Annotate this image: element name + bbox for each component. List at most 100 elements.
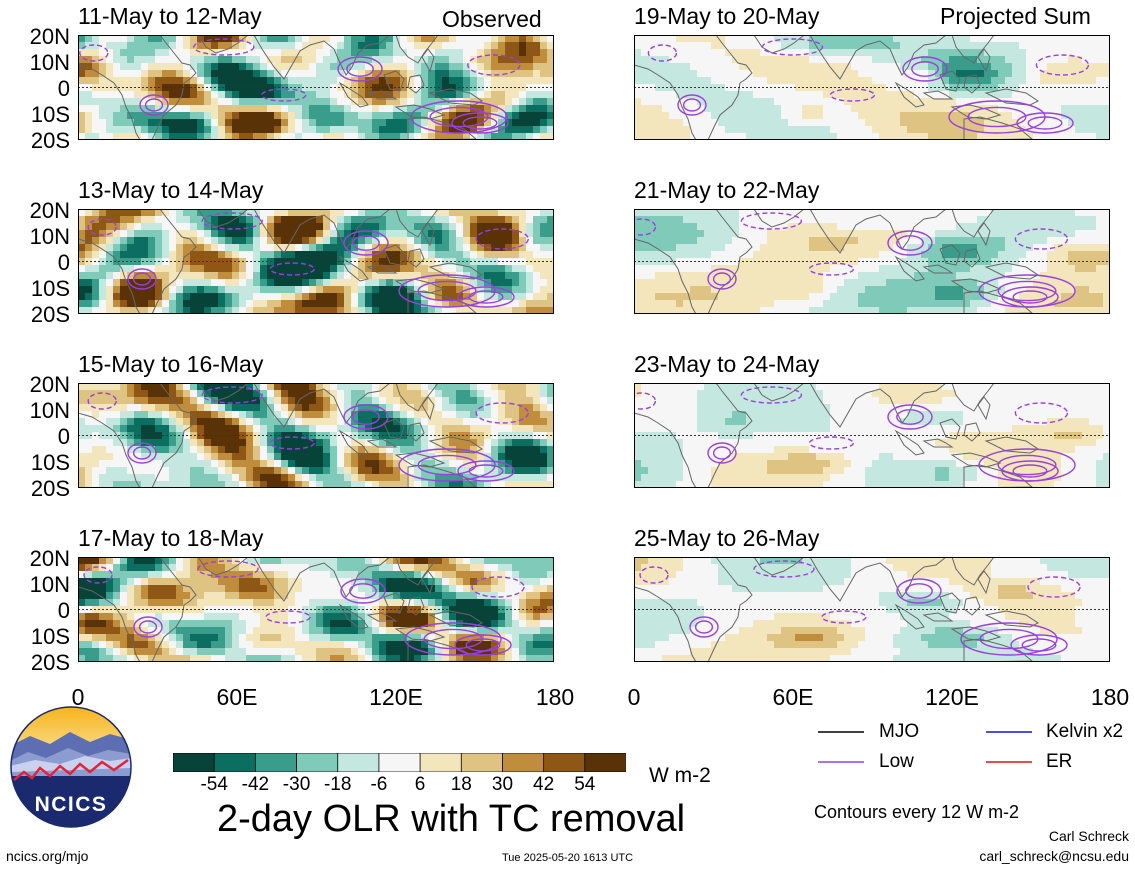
logo-text: NCICS bbox=[35, 793, 108, 816]
colorbar-tick-label: 18 bbox=[450, 774, 472, 795]
panel-title-right-2: 21-May to 22-May bbox=[634, 177, 820, 203]
low-contours bbox=[639, 560, 1081, 656]
colorbar bbox=[173, 753, 626, 772]
olr-anomaly-field bbox=[78, 35, 554, 140]
lat-label: 0 bbox=[57, 250, 70, 275]
lat-label: 0 bbox=[57, 424, 70, 449]
colorbar-tick-label: -6 bbox=[370, 774, 388, 795]
lat-label: 10S bbox=[30, 276, 70, 301]
lat-label: 20S bbox=[30, 128, 70, 153]
lat-label: 20N bbox=[29, 198, 70, 223]
lat-label: 10S bbox=[30, 450, 70, 475]
colorbar-tick-label: -30 bbox=[282, 774, 311, 795]
colorbar-swatch bbox=[543, 753, 586, 772]
lon-label: 0 bbox=[71, 684, 85, 710]
colorbar-swatch bbox=[337, 753, 380, 772]
olr-anomaly-field bbox=[634, 383, 1110, 488]
footer-url[interactable]: ncics.org/mjo bbox=[6, 848, 89, 864]
panel-title-left-2: 13-May to 14-May bbox=[78, 177, 264, 203]
panel-title-left-4: 17-May to 18-May bbox=[78, 525, 264, 551]
legend-label-er: ER bbox=[1046, 751, 1073, 772]
panel-title-right-3: 23-May to 24-May bbox=[634, 351, 820, 377]
olr-map-observed-2 bbox=[78, 209, 554, 314]
legend-swatch-er bbox=[986, 761, 1032, 763]
coastlines bbox=[634, 557, 1039, 662]
coastlines bbox=[634, 383, 1039, 488]
olr-map-observed-1 bbox=[78, 35, 554, 140]
colorbar-swatch bbox=[378, 753, 421, 772]
lat-label: 10N bbox=[29, 50, 70, 75]
lat-label: 10N bbox=[29, 224, 70, 249]
main-title: 2-day OLR with TC removal bbox=[217, 798, 686, 840]
map-frame bbox=[634, 209, 1110, 314]
olr-map-projected-2 bbox=[634, 209, 1110, 314]
lon-label: 120E bbox=[925, 684, 979, 710]
colorbar-swatch bbox=[296, 753, 339, 772]
legend-swatch-low bbox=[818, 761, 864, 763]
colorbar-swatch bbox=[584, 753, 626, 772]
lat-label: 20S bbox=[30, 302, 70, 327]
contour-note: Contours every 12 W m-2 bbox=[814, 802, 1020, 822]
legend-label-kelvin: Kelvin x2 bbox=[1046, 721, 1124, 742]
coastlines bbox=[78, 209, 483, 314]
map-frame bbox=[78, 209, 554, 314]
panel-title-left-1: 11-May to 12-May bbox=[78, 3, 262, 29]
low-contours bbox=[79, 38, 521, 134]
coastlines bbox=[78, 557, 483, 662]
ncics-logo: NCICS bbox=[10, 706, 132, 828]
map-frame bbox=[78, 557, 554, 662]
footer-timestamp: Tue 2025-05-20 1613 UTC bbox=[502, 852, 634, 864]
lon-label: 60E bbox=[216, 684, 258, 710]
colorbar-tick-label: -42 bbox=[241, 774, 270, 795]
olr-map-observed-3 bbox=[78, 383, 554, 488]
colorbar-swatch bbox=[254, 753, 298, 772]
footer-email[interactable]: carl_schreck@ncsu.edu bbox=[979, 848, 1129, 864]
lat-label: 20S bbox=[30, 650, 70, 675]
colorbar-tick-label: 54 bbox=[574, 774, 596, 795]
lat-label: 10N bbox=[29, 398, 70, 423]
colorbar-swatch bbox=[213, 753, 257, 772]
low-contours bbox=[634, 386, 1076, 482]
colorbar-swatch bbox=[173, 753, 215, 772]
olr-map-projected-3 bbox=[634, 383, 1110, 488]
lat-label: 20N bbox=[29, 546, 70, 571]
olr-map-projected-1 bbox=[634, 35, 1110, 140]
colorbar-swatch bbox=[419, 753, 462, 772]
colorbar-tick-label: 42 bbox=[533, 774, 555, 795]
lon-label: 180 bbox=[1090, 684, 1130, 710]
olr-map-observed-4 bbox=[78, 557, 554, 662]
olr-anomaly-field bbox=[634, 557, 1110, 662]
lat-label: 10N bbox=[29, 572, 70, 597]
lon-label: 0 bbox=[627, 684, 641, 710]
lat-label: 10S bbox=[30, 102, 70, 127]
colorbar-tick-label: -18 bbox=[323, 774, 352, 795]
colorbar-swatch bbox=[460, 753, 504, 772]
lat-label: 20S bbox=[30, 476, 70, 501]
colorbar-tick-label: -54 bbox=[200, 774, 228, 795]
panel-title-right-1: 19-May to 20-May bbox=[634, 3, 820, 29]
colorbar-units: W m-2 bbox=[649, 764, 711, 787]
coastlines bbox=[78, 35, 483, 140]
observed-label: Observed bbox=[442, 6, 542, 32]
footer-author: Carl Schreck bbox=[1048, 828, 1129, 844]
lat-label: 0 bbox=[57, 598, 70, 623]
low-contours bbox=[83, 560, 525, 656]
legend-label-mjo: MJO bbox=[879, 721, 920, 742]
colorbar-tick-label: 30 bbox=[491, 774, 514, 795]
map-frame bbox=[78, 383, 554, 488]
lat-label: 20N bbox=[29, 24, 70, 49]
map-frame bbox=[634, 35, 1110, 140]
lon-label: 180 bbox=[535, 684, 575, 710]
map-frame bbox=[78, 35, 554, 140]
panel-title-left-3: 15-May to 16-May bbox=[78, 351, 264, 377]
legend-swatch-kelvin bbox=[986, 731, 1032, 733]
map-frame bbox=[634, 383, 1110, 488]
projected-sum-label: Projected Sum bbox=[940, 3, 1091, 29]
panel-title-right-4: 25-May to 26-May bbox=[634, 525, 820, 551]
colorbar-swatch bbox=[502, 753, 545, 772]
colorbar-tick-label: 6 bbox=[414, 774, 426, 795]
lon-label: 120E bbox=[369, 684, 423, 710]
map-frame bbox=[634, 557, 1110, 662]
legend-label-low: Low bbox=[879, 751, 914, 772]
low-contours bbox=[87, 212, 529, 308]
